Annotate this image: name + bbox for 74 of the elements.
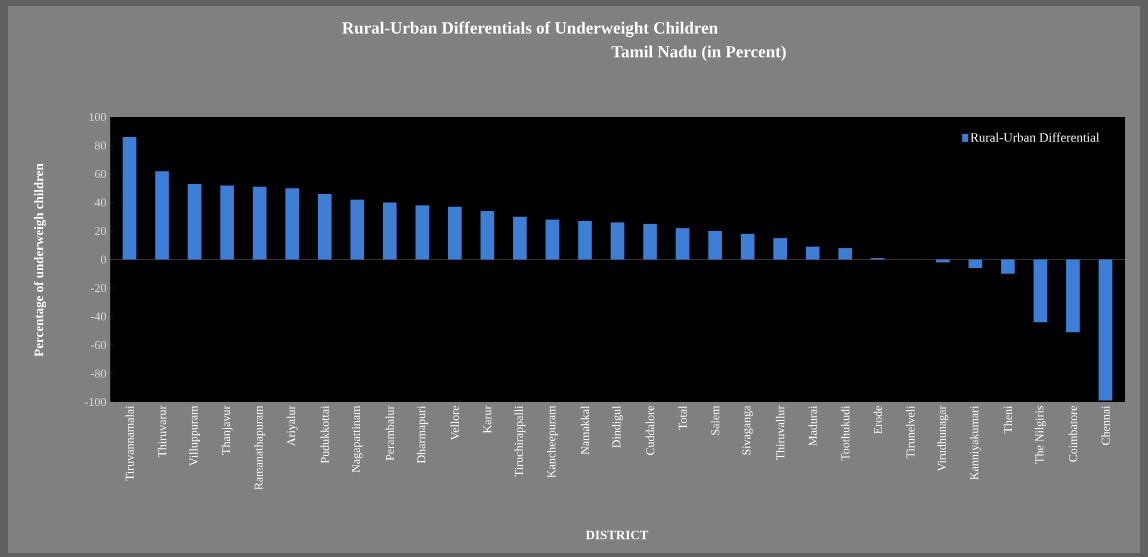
x-tick-label: Chennai xyxy=(1101,405,1110,446)
y-tick-label: -20 xyxy=(90,283,107,293)
chart-subtitle: Tamil Nadu (in Percent) xyxy=(611,45,786,61)
y-tick-label: 40 xyxy=(94,198,107,207)
legend-label: Rural-Urban Differential xyxy=(970,132,1100,142)
x-tick-label: Dindigul xyxy=(612,405,623,448)
y-tick-label: -60 xyxy=(90,340,107,350)
x-tick-label: Thiruvarur xyxy=(157,405,167,458)
x-tick-label: Theni xyxy=(1003,405,1013,434)
x-tick-label: Karur xyxy=(483,405,492,434)
x-tick-label: Pudukkottai xyxy=(320,405,329,464)
x-tick-label: Perambalur xyxy=(385,405,394,461)
chart-title: Rural-Urban Differentials of Underweight Children xyxy=(342,21,718,38)
x-tick-label: Ramanathapuram xyxy=(254,405,266,490)
bar xyxy=(448,206,462,260)
x-axis-title: DISTRICT xyxy=(585,530,649,540)
bar xyxy=(708,231,722,260)
x-tick-label: Toothukudi xyxy=(841,405,850,461)
x-tick-label: Kanniyakumari xyxy=(969,405,981,480)
x-tick-label: Thanjavur xyxy=(221,405,233,455)
x-tick-label: Nagapattinam xyxy=(351,405,363,473)
x-tick-label: Coimbatore xyxy=(1068,405,1078,462)
bar xyxy=(805,246,820,260)
bar xyxy=(382,202,397,260)
x-tick-label: Villuppuram xyxy=(189,405,201,466)
x-tick-label: Madurai xyxy=(808,405,817,446)
x-tick-label: Cuddalore xyxy=(645,405,655,456)
x-tick-label: Salem xyxy=(710,405,720,435)
bar xyxy=(675,228,690,260)
x-tick-label: The Nilgiris xyxy=(1034,405,1046,464)
y-tick-label: 60 xyxy=(94,169,107,179)
bar xyxy=(578,221,592,260)
x-tick-label: Ariyalur xyxy=(286,405,298,447)
x-tick-label: Vellore xyxy=(450,405,460,441)
y-tick-label: 20 xyxy=(95,226,107,236)
bar xyxy=(1033,259,1048,323)
bar xyxy=(480,211,495,260)
bar xyxy=(285,188,300,260)
y-tick-label: -80 xyxy=(90,369,107,378)
x-tick-label: Total xyxy=(678,405,687,430)
bar xyxy=(1066,259,1080,333)
y-tick-label: 0 xyxy=(100,255,107,264)
x-tick-label: Tiruvannamalai xyxy=(125,405,134,481)
bar xyxy=(643,223,657,260)
x-tick-label: Namakkal xyxy=(580,405,590,455)
bar xyxy=(350,199,365,260)
x-tick-label: Thiruvallur xyxy=(775,405,785,460)
bar xyxy=(545,219,560,260)
x-tick-label: Tirunelveli xyxy=(906,405,915,459)
y-tick-label: -40 xyxy=(90,312,107,321)
y-tick-label: -100 xyxy=(84,397,107,407)
y-tick-label: 80 xyxy=(94,141,107,150)
x-tick-label: Dharmapuri xyxy=(416,405,428,464)
bar xyxy=(122,136,137,260)
bar xyxy=(610,222,625,260)
bar xyxy=(513,216,527,260)
bar xyxy=(187,183,202,260)
x-tick-label: Sivaganga xyxy=(742,405,753,455)
bar xyxy=(220,185,234,260)
x-tick-label: Virudhunagar xyxy=(937,405,949,472)
y-axis-title: Percentage of underweigh children xyxy=(33,163,47,357)
bar xyxy=(252,186,267,260)
bar xyxy=(1001,259,1015,274)
bar xyxy=(317,193,332,260)
x-tick-label: Kancheepuram xyxy=(547,405,558,478)
x-tick-label: Tiruchirappalli xyxy=(514,405,526,477)
bar xyxy=(740,233,755,260)
y-tick-label: 100 xyxy=(89,112,107,122)
bar xyxy=(773,238,787,260)
bar xyxy=(1098,259,1113,401)
bar xyxy=(838,248,853,260)
bar xyxy=(415,205,430,260)
bar xyxy=(155,171,169,260)
x-tick-label: Erode xyxy=(873,405,882,434)
